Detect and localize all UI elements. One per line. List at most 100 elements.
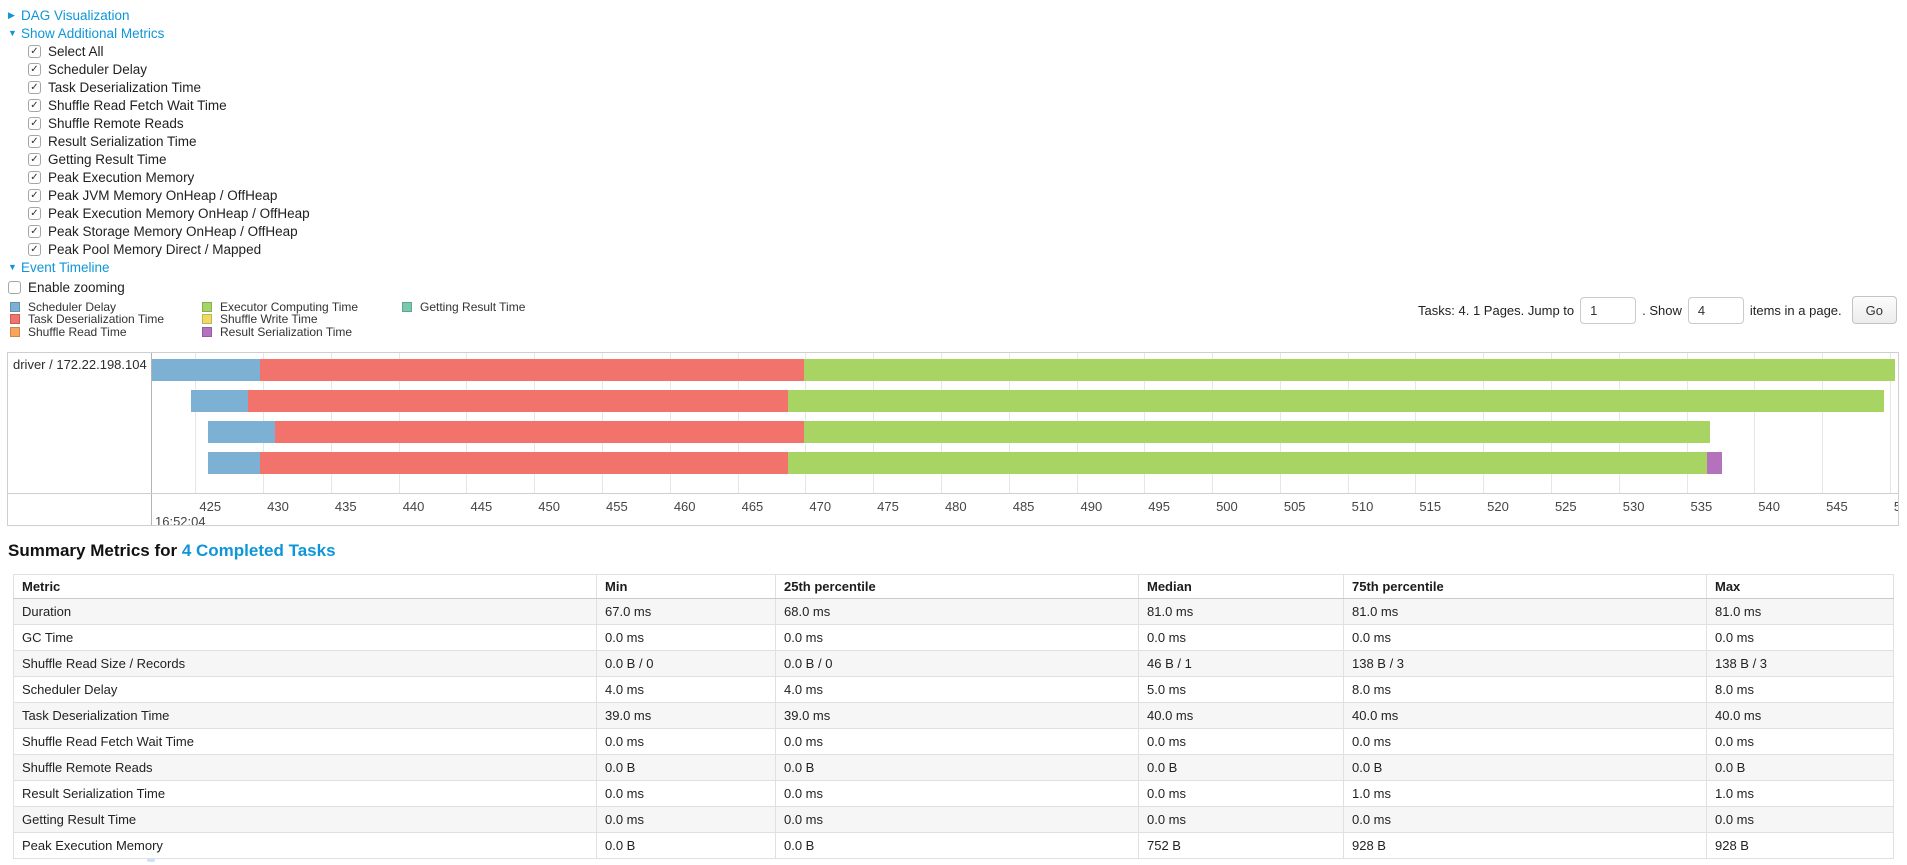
- summary-metric-value: 39.0 ms: [775, 702, 1139, 729]
- metric-checkbox-checked[interactable]: ✓: [28, 62, 41, 76]
- axis-tick-label: 515: [1419, 499, 1442, 514]
- metric-checkbox-checked[interactable]: ✓: [28, 206, 41, 220]
- task-bar-segment-scheduler-delay[interactable]: [152, 359, 261, 381]
- items-per-page-input[interactable]: [1687, 296, 1744, 324]
- legend-label: Result Serialization Time: [220, 324, 353, 339]
- task-bar-segment-task-deserialization-time[interactable]: [275, 421, 805, 443]
- axis-tick-label: 500: [1216, 499, 1238, 514]
- summary-metric-value: 0.0 ms: [1343, 624, 1707, 651]
- legend-swatch: [402, 302, 412, 313]
- metric-checkbox-checked[interactable]: ✓: [28, 188, 41, 202]
- legend-column: Scheduler Delay Task Deserialization Tim…: [10, 300, 202, 339]
- axis-tick-label: 505: [1283, 499, 1306, 514]
- task-bar-segment-scheduler-delay[interactable]: [207, 452, 261, 474]
- summary-table-row: Result Serialization Time 0.0 ms 0.0 ms 0.0…: [13, 780, 1894, 807]
- task-bar-segment-result-serialization-time[interactable]: [1706, 452, 1722, 474]
- summary-metric-value: 68.0 ms: [775, 598, 1139, 625]
- summary-metric-value: 138 B / 3: [1343, 650, 1707, 677]
- metric-checkbox-label: Peak Storage Memory OnHeap / OffHeap: [48, 223, 298, 239]
- enable-zooming-checkbox[interactable]: [8, 280, 21, 294]
- task-bar-segment-scheduler-delay[interactable]: [191, 390, 249, 412]
- event-timeline-toggle[interactable]: ▼ Event Timeline: [8, 258, 310, 276]
- summary-metric-value: 0.0 ms: [1706, 806, 1894, 833]
- task-bar-segment-executor-computing-time[interactable]: [787, 390, 1885, 412]
- executor-row-label: driver / 172.22.198.104: [13, 357, 147, 372]
- summary-metric-value: 928 B: [1706, 832, 1894, 859]
- summary-column-header: Min: [596, 574, 776, 599]
- summary-metric-value: 5.0 ms: [1138, 676, 1344, 703]
- jump-to-page-input[interactable]: [1580, 296, 1637, 324]
- metric-checkbox-checked[interactable]: ✓: [28, 152, 41, 166]
- show-additional-metrics-toggle[interactable]: ▼ Show Additional Metrics: [8, 24, 310, 42]
- axis-gridline: [195, 353, 197, 493]
- axis-major-label: 16:52:04: [155, 514, 206, 525]
- summary-metric-value: 0.0 B: [1138, 754, 1344, 781]
- summary-metric-value: 0.0 ms: [596, 806, 776, 833]
- legend-swatch: [202, 314, 212, 325]
- metric-checkbox-checked[interactable]: ✓: [28, 224, 41, 238]
- summary-metric-value: 0.0 ms: [1343, 806, 1707, 833]
- summary-table-row: Shuffle Read Size / Records 0.0 B / 0 0.0 …: [13, 650, 1894, 677]
- summary-metric-value: 46 B / 1: [1138, 650, 1344, 677]
- summary-metric-value: 0.0 ms: [1706, 728, 1894, 755]
- axis-tick-label: 475: [877, 499, 899, 514]
- legend-item: Scheduler Delay: [10, 300, 202, 315]
- summary-metric-value: 0.0 B: [1706, 754, 1894, 781]
- go-button[interactable]: Go: [1851, 296, 1897, 324]
- summary-metric-value: 0.0 ms: [1138, 624, 1344, 651]
- metric-checkbox-row: ✓ Result Serialization Time: [28, 132, 310, 150]
- timeline-plot-area[interactable]: 425 430 435 440 445 450 455 460 465 470 475 480 485 4…: [152, 353, 1898, 525]
- summary-metric-value: 0.0 B: [775, 832, 1139, 859]
- task-bar-segment-scheduler-delay[interactable]: [207, 421, 276, 443]
- summary-metric-value: 0.0 ms: [596, 780, 776, 807]
- task-bar-segment-task-deserialization-time[interactable]: [260, 359, 805, 381]
- cut-off-fragment: [147, 858, 155, 862]
- completed-tasks-link[interactable]: 4 Completed Tasks: [181, 541, 336, 560]
- executor-label-column: driver / 172.22.198.104: [8, 353, 152, 525]
- summary-metric-value: 0.0 ms: [596, 624, 776, 651]
- summary-metric-value: 752 B: [1138, 832, 1344, 859]
- task-bar-segment-executor-computing-time[interactable]: [787, 452, 1707, 474]
- axis-gridline: [1754, 353, 1756, 493]
- metric-checkbox-label: Shuffle Remote Reads: [48, 115, 184, 131]
- metric-checkbox-row: ✓ Task Deserialization Time: [28, 78, 310, 96]
- metric-checkbox-checked[interactable]: ✓: [28, 134, 41, 148]
- task-bar-segment-executor-computing-time[interactable]: [804, 359, 1896, 381]
- summary-metric-value: 0.0 ms: [775, 780, 1139, 807]
- legend-label: Scheduler Delay: [28, 300, 117, 315]
- summary-metrics-table: Metric Min 25th percentile Median 75th perce…: [13, 574, 1894, 859]
- summary-metric-value: 0.0 ms: [1343, 728, 1707, 755]
- axis-tick-label: 480: [944, 499, 967, 514]
- metric-checkbox-row: ✓ Scheduler Delay: [28, 60, 310, 78]
- dag-visualization-toggle[interactable]: ▶ DAG Visualization: [8, 6, 310, 24]
- axis-tick-label: 520: [1487, 499, 1509, 514]
- task-bar-segment-executor-computing-time[interactable]: [804, 421, 1710, 443]
- legend-swatch: [10, 326, 20, 337]
- metric-checkbox-label: Peak Execution Memory: [48, 169, 195, 185]
- metric-checkbox-checked[interactable]: ✓: [28, 242, 41, 256]
- metric-checkbox-row: ✓ Getting Result Time: [28, 150, 310, 168]
- metric-checkbox-checked[interactable]: ✓: [28, 116, 41, 130]
- summary-metric-value: 4.0 ms: [775, 676, 1139, 703]
- metric-checkbox-checked[interactable]: ✓: [28, 98, 41, 112]
- summary-metric-value: 40.0 ms: [1343, 702, 1707, 729]
- task-bar-segment-task-deserialization-time[interactable]: [260, 452, 788, 474]
- caret-down-icon: ▼: [8, 262, 17, 272]
- metric-checkbox-label: Task Deserialization Time: [48, 79, 202, 95]
- summary-metric-value: 39.0 ms: [596, 702, 776, 729]
- summary-table-row: GC Time 0.0 ms 0.0 ms 0.0 ms 0.0 ms 0.0 ms: [13, 624, 1894, 651]
- summary-table-row: Duration 67.0 ms 68.0 ms 81.0 ms 81.0 ms 81.0…: [13, 598, 1894, 625]
- summary-column-header: Max: [1706, 574, 1894, 599]
- axis-gridline: [1822, 353, 1824, 493]
- summary-table-body: Duration 67.0 ms 68.0 ms 81.0 ms 81.0 ms 81.0…: [13, 598, 1894, 859]
- task-bar-segment-task-deserialization-time[interactable]: [248, 390, 788, 412]
- legend-swatch: [202, 326, 212, 337]
- summary-metric-value: 4.0 ms: [596, 676, 776, 703]
- metric-checkbox-checked[interactable]: ✓: [28, 80, 41, 94]
- caret-down-icon: ▼: [8, 28, 17, 38]
- summary-metric-value: 67.0 ms: [596, 598, 776, 625]
- legend-item: Shuffle Write Time: [202, 312, 402, 326]
- metric-checkbox-checked[interactable]: ✓: [28, 170, 41, 184]
- metric-checkbox-checked[interactable]: ✓: [28, 44, 41, 58]
- axis-tick-label: 430: [267, 499, 289, 514]
